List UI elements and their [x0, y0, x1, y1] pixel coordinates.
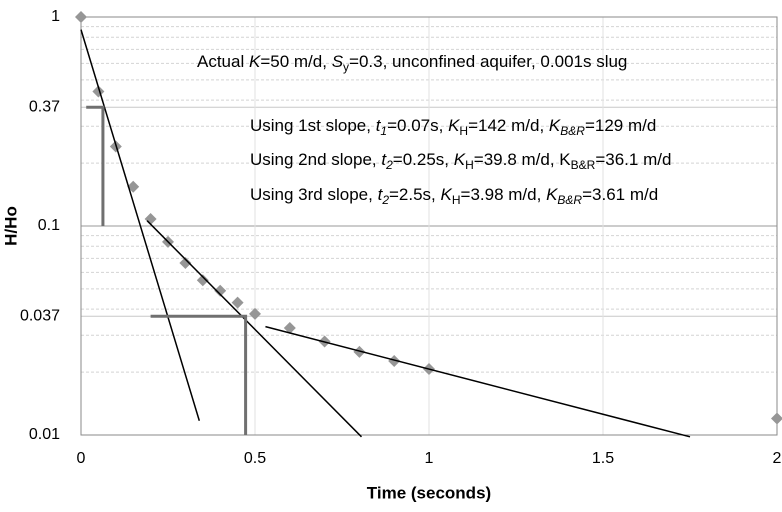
- annotation-text: Using 3rd slope,: [250, 185, 378, 204]
- annotation: Using 2nd slope, t2=0.25s, KH=39.8 m/d, …: [250, 150, 671, 172]
- y-tick-label: 0.01: [29, 426, 60, 443]
- fit-line: [86, 105, 105, 226]
- annotation: Actual K=50 m/d, Sy=0.3, unconfined aqui…: [197, 52, 627, 74]
- data-point: [249, 307, 261, 320]
- data-point: [179, 257, 192, 270]
- annotation-text: K: [448, 116, 460, 135]
- annotation-text: t: [381, 150, 387, 169]
- annotation-text: =3.98 m/d,: [461, 185, 547, 204]
- annotation-text: K: [454, 150, 466, 169]
- annotation-text: B&R: [557, 193, 582, 207]
- annotation-text: 1: [380, 124, 387, 138]
- annotation-text: K: [249, 52, 261, 71]
- data-point: [214, 284, 227, 297]
- data-point: [196, 274, 209, 287]
- data-point: [75, 11, 87, 23]
- y-axis-title: H/Ho: [1, 206, 20, 246]
- annotation-text: =3.61 m/d: [582, 185, 658, 204]
- fit-line: [146, 220, 363, 438]
- x-tick-label: 0: [77, 450, 86, 467]
- annotation-text: B&R: [560, 124, 585, 138]
- annotation-text: 2: [381, 193, 389, 207]
- data-point: [388, 354, 401, 367]
- annotation-text: Using 2nd slope,: [250, 150, 381, 169]
- y-tick-label: 0.37: [29, 98, 60, 115]
- x-tick-label: 0.5: [244, 450, 266, 467]
- annotation-text: H: [459, 124, 468, 138]
- plot-frame: [80, 16, 778, 436]
- annotation-text: =2.5s,: [389, 185, 441, 204]
- annotation-text: H: [452, 193, 461, 207]
- annotation: Using 3rd slope, t2=2.5s, KH=3.98 m/d, K…: [250, 185, 658, 207]
- annotation-text: =129 m/d: [585, 116, 656, 135]
- fit-line: [265, 325, 691, 438]
- data-point: [231, 296, 244, 309]
- x-axis-title: Time (seconds): [367, 483, 491, 502]
- annotation-text: K: [546, 185, 558, 204]
- annotation-text: =50 m/d,: [260, 52, 331, 71]
- annotation-text: =39.8 m/d, K: [474, 150, 572, 169]
- annotation-text: =142 m/d,: [468, 116, 549, 135]
- annotation-text: =36.1 m/d: [595, 150, 671, 169]
- fit-line: [80, 29, 201, 421]
- y-tick-label: 1: [51, 8, 60, 25]
- data-point: [353, 345, 366, 358]
- annotation-text: K: [549, 116, 561, 135]
- x-tick-label: 1.5: [592, 450, 614, 467]
- annotation-text: Actual: [197, 52, 249, 71]
- fit-line: [150, 314, 248, 435]
- annotation-text: =0.25s,: [393, 150, 454, 169]
- annotation-text: t: [378, 185, 384, 204]
- y-tick-label: 0.1: [38, 217, 60, 234]
- annotation-text: =0.07s,: [387, 116, 448, 135]
- y-tick-label: 0.037: [20, 307, 60, 324]
- data-point: [771, 412, 782, 425]
- data-point: [283, 322, 296, 335]
- annotation-text: B&R: [571, 158, 596, 172]
- annotation-text: H: [465, 158, 474, 172]
- annotation-text: Using 1st slope,: [250, 116, 376, 135]
- annotation-text: S: [332, 52, 344, 71]
- annotation-text: K: [441, 185, 453, 204]
- annotation-text: t: [376, 116, 382, 135]
- x-tick-label: 1: [425, 450, 434, 467]
- x-tick-label: 2: [773, 450, 782, 467]
- annotation-text: 2: [385, 158, 393, 172]
- annotation-text: y: [343, 60, 349, 74]
- annotation: Using 1st slope, t1=0.07s, KH=142 m/d, K…: [250, 116, 656, 138]
- annotation-text: =0.3, unconfined aquifer, 0.001s slug: [349, 52, 627, 71]
